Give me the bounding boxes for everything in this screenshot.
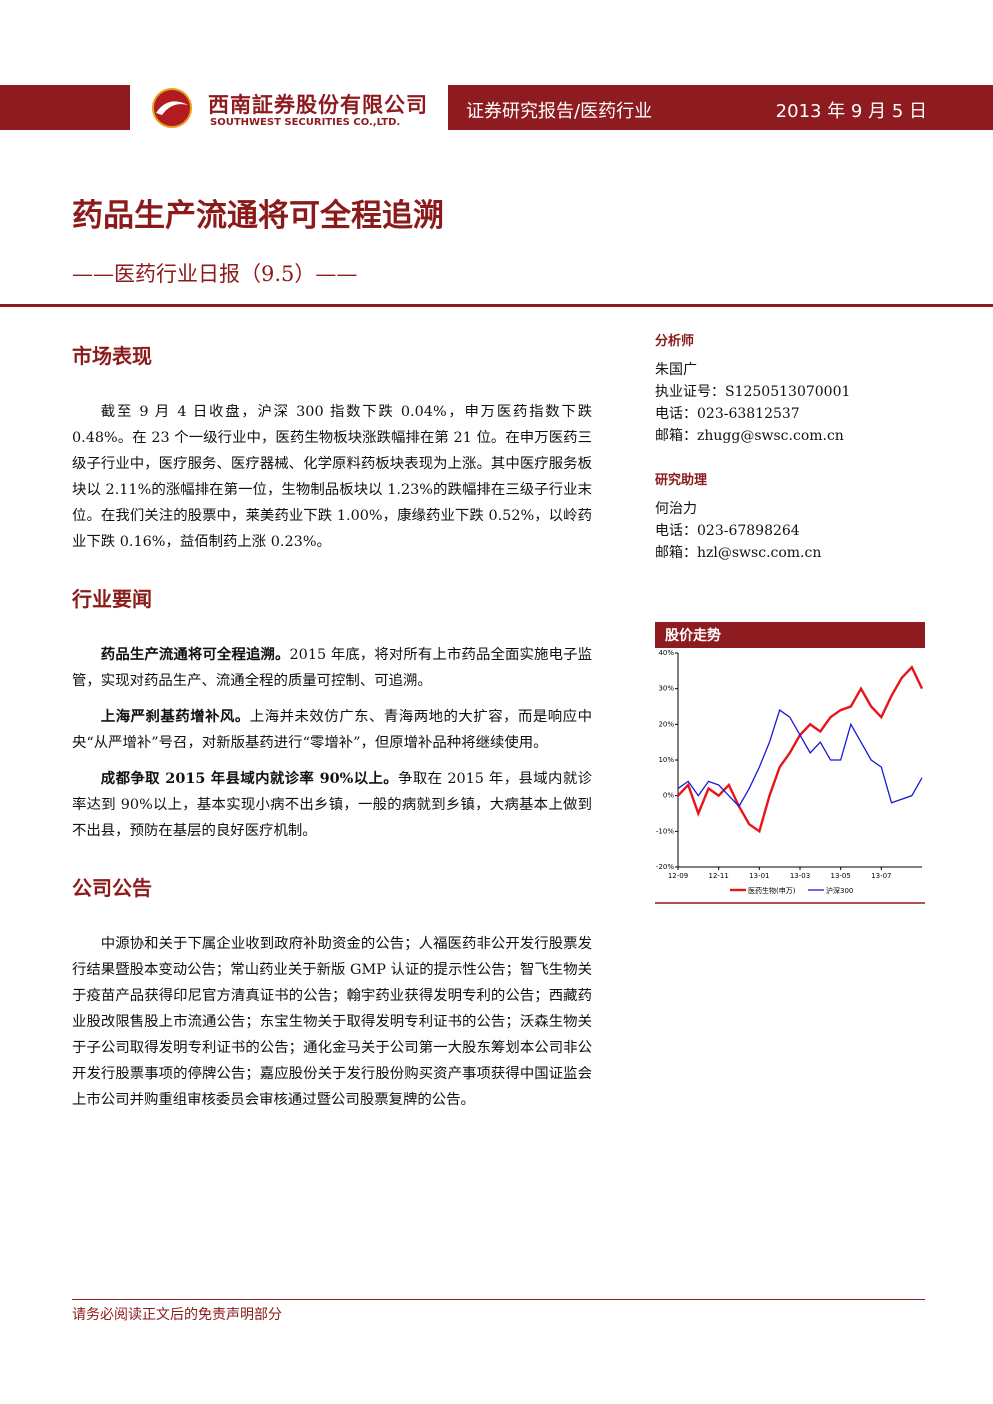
company-cn: 西南証券股份有限公司 [208, 92, 428, 117]
y-tick-label: 30% [658, 685, 674, 693]
section: 市场表现截至 9 月 4 日收盘，沪深 300 指数下跌 0.04%，申万医药指… [72, 340, 592, 555]
contact-line: 电话：023-67898264 [655, 523, 800, 539]
company-en: SOUTHWEST SECURITIES CO.,LTD. [210, 117, 401, 128]
section-heading: 市场表现 [72, 344, 152, 368]
contact-line: 何治力 [655, 501, 697, 517]
section-body: 中源协和关于下属企业收到政府补助资金的公告；人福医药非公开发行股票发行结果暨股本… [72, 931, 592, 1113]
section-heading: 公司公告 [72, 876, 152, 900]
y-tick-label: 10% [658, 756, 674, 764]
paragraph: 上海严刹基药增补风。上海并未效仿广东、青海两地的大扩容，而是响应中央“从严增补”… [72, 704, 592, 756]
logo [152, 88, 192, 128]
paragraph-text: 2015 年底，将对所有上市药品全面实施电子监管，实现对药品生产、流通全程的质量… [72, 647, 592, 689]
section: 行业要闻药品生产流通将可全程追溯。2015 年底，将对所有上市药品全面实施电子监… [72, 583, 592, 844]
section-body: 截至 9 月 4 日收盘，沪深 300 指数下跌 0.04%，申万医药指数下跌 … [72, 399, 592, 555]
subtitle: ——医药行业日报（9.5）—— [72, 262, 358, 286]
chart-title-bar [655, 622, 925, 648]
paragraph-text: 截至 9 月 4 日收盘，沪深 300 指数下跌 0.04%，申万医药指数下跌 … [72, 404, 592, 550]
y-tick-label: 0% [663, 792, 674, 800]
x-tick-label: 12-09 [668, 872, 688, 880]
x-tick-label: 13-01 [749, 872, 769, 880]
y-tick-label: 20% [658, 720, 674, 728]
divider [0, 304, 993, 307]
contact-block: 分析师朱国广执业证号：S1250513070001 电话：023-63812537… [655, 330, 925, 447]
paragraph: 成都争取 2015 年县域内就诊率 90%以上。争取在 2015 年，县域内就诊… [72, 766, 592, 844]
paragraph: 中源协和关于下属企业收到政府补助资金的公告；人福医药非公开发行股票发行结果暨股本… [72, 931, 592, 1113]
paragraph-lead: 药品生产流通将可全程追溯。 [100, 646, 290, 663]
contact-line: 邮箱：zhugg@swsc.com.cn [655, 428, 844, 444]
x-tick-label: 12-11 [708, 872, 728, 880]
paragraph-text: 上海并未效仿广东、青海两地的大扩容，而是响应中央“从严增补”号召，对新版基药进行… [72, 709, 592, 751]
chart-title: 股价走势 [665, 628, 721, 644]
contact-block: 研究助理何治力电话：023-67898264 邮箱：hzl@swsc.com.cn [655, 469, 925, 564]
sidebar: 分析师朱国广执业证号：S1250513070001 电话：023-63812537… [655, 330, 925, 564]
y-tick-label: -10% [656, 827, 674, 835]
contact-line: 邮箱：hzl@swsc.com.cn [655, 545, 822, 561]
section-body: 药品生产流通将可全程追溯。2015 年底，将对所有上市药品全面实施电子监管，实现… [72, 642, 592, 844]
title: 药品生产流通将可全程追溯 [72, 198, 444, 234]
y-tick-label: 40% [658, 649, 674, 657]
x-tick-label: 13-03 [790, 872, 810, 880]
contact-heading: 分析师 [655, 334, 695, 349]
contact-line: 朱国广 [655, 362, 697, 378]
series-line [677, 709, 923, 808]
x-tick-label: 13-07 [871, 872, 891, 880]
legend-label: 医药生物(申万) [748, 886, 796, 895]
series-line [677, 665, 924, 834]
chart: -20% -10% 0% 10% 20% 30% 40% 12-09 12-11 13-01 13-… [655, 649, 925, 904]
paragraph: 截至 9 月 4 日收盘，沪深 300 指数下跌 0.04%，申万医药指数下跌 … [72, 399, 592, 555]
section: 公司公告中源协和关于下属企业收到政府补助资金的公告；人福医药非公开发行股票发行结… [72, 872, 592, 1113]
paragraph-text: 中源协和关于下属企业收到政府补助资金的公告；人福医药非公开发行股票发行结果暨股本… [72, 936, 592, 1108]
footer: 请务必阅读正文后的免责声明部分 [72, 1307, 282, 1323]
paragraph-lead: 上海严刹基药增补风。 [100, 708, 250, 725]
contact-line: 电话：023-63812537 [655, 406, 800, 422]
paragraph-text: 争取在 2015 年，县域内就诊率达到 90%以上，基本实现小病不出乡镇，一般的… [72, 771, 592, 839]
legend-label: 沪深300 [826, 886, 853, 895]
x-tick-label: 13-05 [830, 872, 850, 880]
report-date: 2013 年 9 月 5 日 [775, 101, 927, 122]
paragraph: 药品生产流通将可全程追溯。2015 年底，将对所有上市药品全面实施电子监管，实现… [72, 642, 592, 694]
footer-line [72, 1299, 925, 1300]
main-column: 市场表现截至 9 月 4 日收盘，沪深 300 指数下跌 0.04%，申万医药指… [72, 340, 592, 1113]
report-type: 证券研究报告/医药行业 [466, 101, 653, 122]
y-tick-label: -20% [656, 863, 674, 871]
contact-heading: 研究助理 [655, 473, 708, 488]
section-heading: 行业要闻 [72, 587, 152, 611]
contact-line: 执业证号：S1250513070001 [655, 384, 851, 400]
paragraph-lead: 成都争取 2015 年县域内就诊率 90%以上。 [100, 770, 399, 787]
